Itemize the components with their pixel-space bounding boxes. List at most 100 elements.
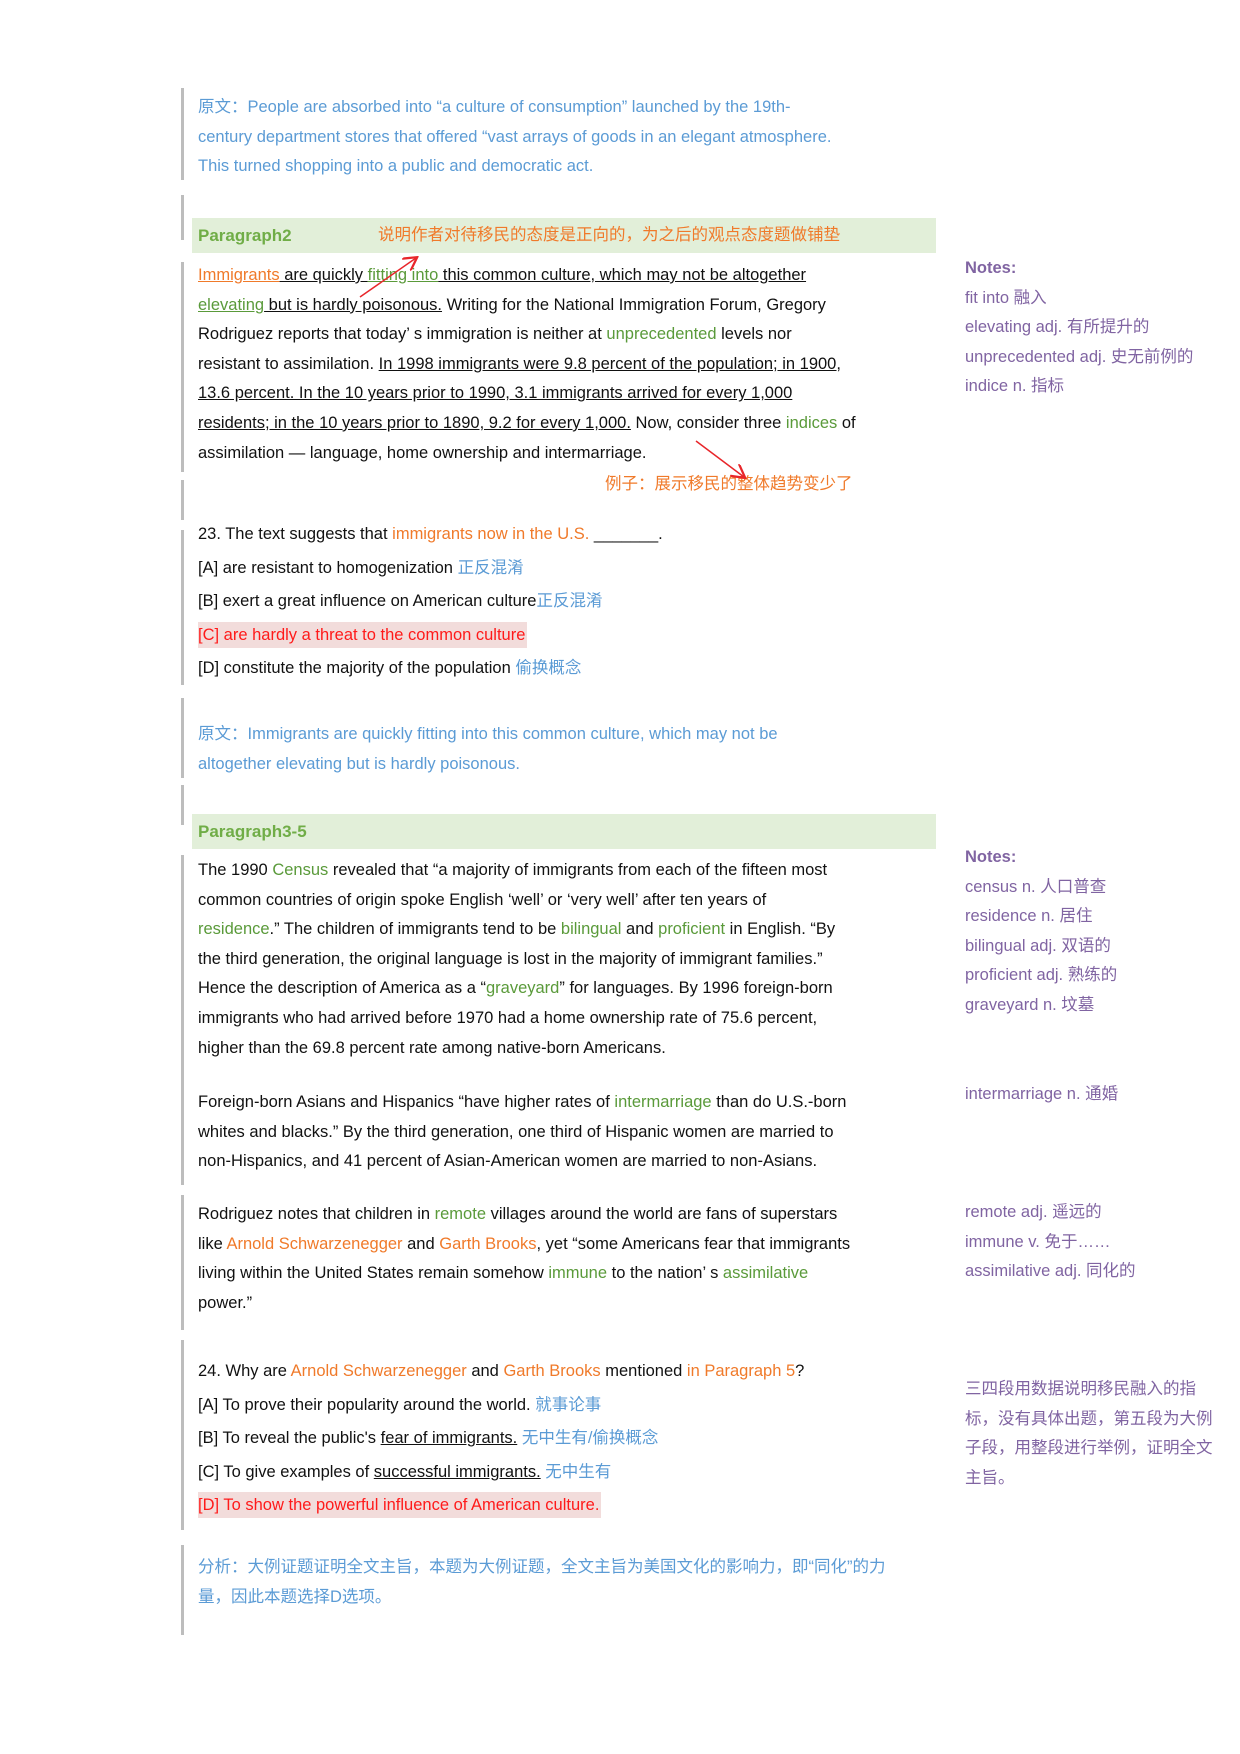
text-segment: and [621, 920, 659, 939]
question-23: 23. The text suggests that immigrants no… [198, 518, 943, 686]
paragraph2-annotation: 说明作者对待移民的态度是正向的，为之后的观点态度题做铺垫 [378, 226, 840, 244]
note-item: remote adj. 遥远的 [965, 1203, 1102, 1221]
text-segment: In 1998 immigrants were 9.8 percent of t… [378, 354, 841, 373]
text-segment: power.” [198, 1293, 253, 1312]
text-line: altogether elevating but is hardly poiso… [198, 750, 943, 780]
text-segment: living within the United States remain s… [198, 1264, 549, 1283]
text-segment: 23. The text suggests that [198, 525, 393, 543]
text-line: residents; in the 10 years prior to 1890… [198, 409, 943, 439]
paragraph5-text: Rodriguez notes that children in remote … [198, 1200, 943, 1318]
note-item: immune v. 免于…… [965, 1232, 1111, 1251]
summary-note: 三四段用数据说明移民融入的指 标，没有具体出题，第五段为大例 子段，用整段进行举… [965, 1375, 1235, 1493]
text-segment: in English. “By [725, 920, 836, 939]
text-segment: Foreign-born Asians and Hispanics “have … [198, 1093, 615, 1111]
text-segment: [A] are resistant to homogenization [198, 558, 458, 577]
margin-bar [181, 195, 184, 240]
text-line: [A] are resistant to homogenization 正反混淆 [198, 552, 943, 586]
text-line: immigrants who had arrived before 1970 h… [198, 1004, 943, 1034]
text-segment: Now, consider three [630, 413, 786, 432]
text-line: Foreign-born Asians and Hispanics “have … [198, 1088, 943, 1118]
text-segment: levels nor [716, 325, 792, 344]
text-segment: and [466, 1362, 504, 1380]
text-segment: immigrants now in the U.S. [392, 525, 590, 543]
text-line: common countries of origin spoke English… [198, 886, 943, 916]
text-line: assimilation — language, home ownership … [198, 439, 943, 469]
margin-bar [181, 262, 184, 472]
text-segment: Garth Brooks [503, 1362, 601, 1380]
notes-heading: Notes: [965, 259, 1017, 277]
paragraph2-text: Immigrants are quickly fitting into this… [198, 261, 943, 468]
text-segment: intermarriage [614, 1093, 712, 1111]
text-segment: mentioned [600, 1362, 687, 1380]
text-segment: fear of immigrants. [380, 1429, 518, 1448]
summary-line: 子段，用整段进行举例，证明全文 [965, 1439, 1213, 1458]
text-segment: ? [795, 1362, 805, 1380]
text-segment: elevating [198, 295, 265, 314]
text-segment: Immigrants [198, 266, 280, 284]
text-segment: [C] To give examples of [198, 1462, 374, 1481]
text-line: power.” [198, 1289, 943, 1319]
text-segment: of [837, 413, 856, 432]
summary-line: 主旨。 [965, 1468, 1015, 1487]
margin-bar [181, 1545, 184, 1635]
text-segment: successful immigrants. [373, 1462, 541, 1481]
text-line: living within the United States remain s… [198, 1259, 943, 1289]
text-segment: indices [785, 413, 838, 432]
note-item: bilingual adj. 双语的 [965, 936, 1111, 955]
example-note: 例子：展示移民的整体趋势变少了 [605, 470, 905, 500]
text-line: This turned shopping into a public and d… [198, 152, 943, 182]
text-segment: [A] To prove their popularity around the… [198, 1395, 536, 1414]
text-segment: are quickly [279, 266, 368, 284]
text-line: [C] are hardly a threat to the common cu… [198, 619, 943, 653]
text-line: [D] To show the powerful influence of Am… [198, 1489, 943, 1523]
text-segment: assimilative [722, 1264, 809, 1283]
summary-line: 三四段用数据说明移民融入的指 [965, 1380, 1196, 1398]
text-segment: to the nation’ s [607, 1264, 723, 1283]
text-segment: Garth Brooks [439, 1234, 537, 1253]
text-segment: bilingual [560, 920, 622, 939]
text-segment: Writing for the National Immigration For… [442, 295, 826, 314]
text-segment: Hence the description of America as a “ [198, 979, 486, 998]
note-item: assimilative adj. 同化的 [965, 1262, 1136, 1281]
margin-bar [181, 698, 184, 778]
correct-answer-highlight: [D] To show the powerful influence of Am… [198, 1492, 602, 1519]
text-segment: [D] constitute the majority of the popul… [198, 659, 516, 678]
text-line: Rodriguez notes that children in remote … [198, 1200, 943, 1230]
note-item: graveyard n. 坟墓 [965, 995, 1095, 1014]
example-note-text: 例子：展示移民的整体趋势变少了 [605, 475, 853, 493]
text-line: 23. The text suggests that immigrants no… [198, 518, 943, 552]
text-segment: 13.6 percent. In the 10 years prior to 1… [198, 384, 793, 403]
margin-bar [181, 855, 184, 1185]
text-line: the third generation, the original langu… [198, 945, 943, 975]
text-segment: remote [434, 1205, 486, 1223]
text-segment: century department stores that offered “… [198, 127, 832, 146]
text-segment: 正反混淆 [457, 558, 524, 577]
text-segment: The 1990 [198, 861, 273, 879]
text-line: century department stores that offered “… [198, 123, 943, 153]
text-segment: altogether elevating but is hardly poiso… [198, 754, 520, 773]
text-segment: Arnold Schwarzenegger [226, 1234, 403, 1253]
text-line: 13.6 percent. In the 10 years prior to 1… [198, 379, 943, 409]
note-item: indice n. 指标 [965, 377, 1065, 396]
text-segment: 分析：大例证题证明全文主旨，本题为大例证题，全文主旨为美国文化的影响力，即“同化… [198, 1558, 886, 1576]
text-line: Rodriguez reports that today’ s immigrat… [198, 320, 943, 350]
notes-paragraph2: Notes: fit into 融入 elevating adj. 有所提升的 … [965, 254, 1235, 402]
text-line: 量，因此本题选择D选项。 [198, 1583, 943, 1613]
summary-line: 标，没有具体出题，第五段为大例 [965, 1409, 1213, 1428]
text-segment: common countries of origin spoke English… [198, 890, 767, 909]
margin-bar [181, 530, 184, 685]
note-item: unprecedented adj. 史无前例的 [965, 347, 1194, 366]
text-line: residence.” The children of immigrants t… [198, 915, 943, 945]
text-segment: Arnold Schwarzenegger [290, 1362, 467, 1380]
correct-answer-highlight: [C] are hardly a threat to the common cu… [198, 621, 528, 648]
text-segment: and [402, 1234, 440, 1253]
text-line: 分析：大例证题证明全文主旨，本题为大例证题，全文主旨为美国文化的影响力，即“同化… [198, 1553, 943, 1583]
text-line: Hence the description of America as a “g… [198, 974, 943, 1004]
text-segment: non-Hispanics, and 41 percent of Asian-A… [198, 1152, 818, 1171]
text-segment: [B] exert a great influence on American … [198, 592, 537, 611]
text-segment: ” for languages. By 1996 foreign-born [559, 979, 833, 998]
text-segment: in Paragraph 5 [686, 1362, 796, 1380]
text-segment: assimilation — language, home ownership … [198, 443, 647, 462]
text-line: like Arnold Schwarzenegger and Garth Bro… [198, 1230, 943, 1260]
text-segment: revealed that “a majority of immigrants … [328, 861, 828, 879]
